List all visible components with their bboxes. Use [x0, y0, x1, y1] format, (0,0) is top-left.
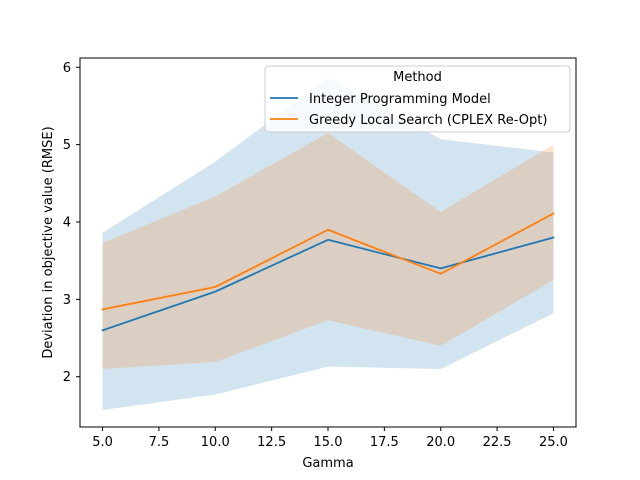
x-axis-label: Gamma	[302, 456, 353, 471]
x-tick-label: 12.5	[257, 435, 286, 450]
series-lines	[101, 212, 555, 332]
x-tick-label: 20.0	[426, 435, 455, 450]
y-tick-label: 5	[63, 138, 71, 153]
y-tick-label: 3	[63, 293, 71, 308]
y-axis-label: Deviation in objective value (RMSE)	[41, 126, 56, 358]
y-tick-label: 2	[63, 370, 71, 385]
confidence-bands	[102, 78, 554, 410]
axes: 5.0 7.5 10.0 12.5 15.0 17.5 20.0 22.5 25.0 2 3 4 5 6	[63, 57, 577, 450]
x-tick-label: 25.0	[539, 435, 568, 450]
x-tick-label: 7.5	[149, 435, 170, 450]
confidence-band-1	[102, 78, 554, 410]
x-tick-label: 5.0	[92, 435, 113, 450]
x-tick-label: 22.5	[483, 435, 512, 450]
x-tick-label: 10.0	[201, 435, 230, 450]
series-line-1	[101, 236, 555, 332]
x-tick-label: 17.5	[370, 435, 399, 450]
legend-label-2: Greedy Local Search (CPLEX Re-Opt)	[309, 113, 547, 128]
legend: Method Integer Programming Model Greedy L…	[264, 65, 571, 133]
legend-title: Method	[393, 70, 442, 85]
legend-items: Integer Programming Model Greedy Local Se…	[270, 92, 547, 128]
confidence-band-2	[102, 133, 554, 369]
y-tick-label: 4	[63, 216, 71, 231]
series-line-2	[101, 212, 555, 311]
y-tick-label: 6	[63, 61, 71, 76]
legend-box	[264, 65, 571, 133]
x-tick-label: 15.0	[314, 435, 343, 450]
legend-label-1: Integer Programming Model	[309, 92, 491, 107]
